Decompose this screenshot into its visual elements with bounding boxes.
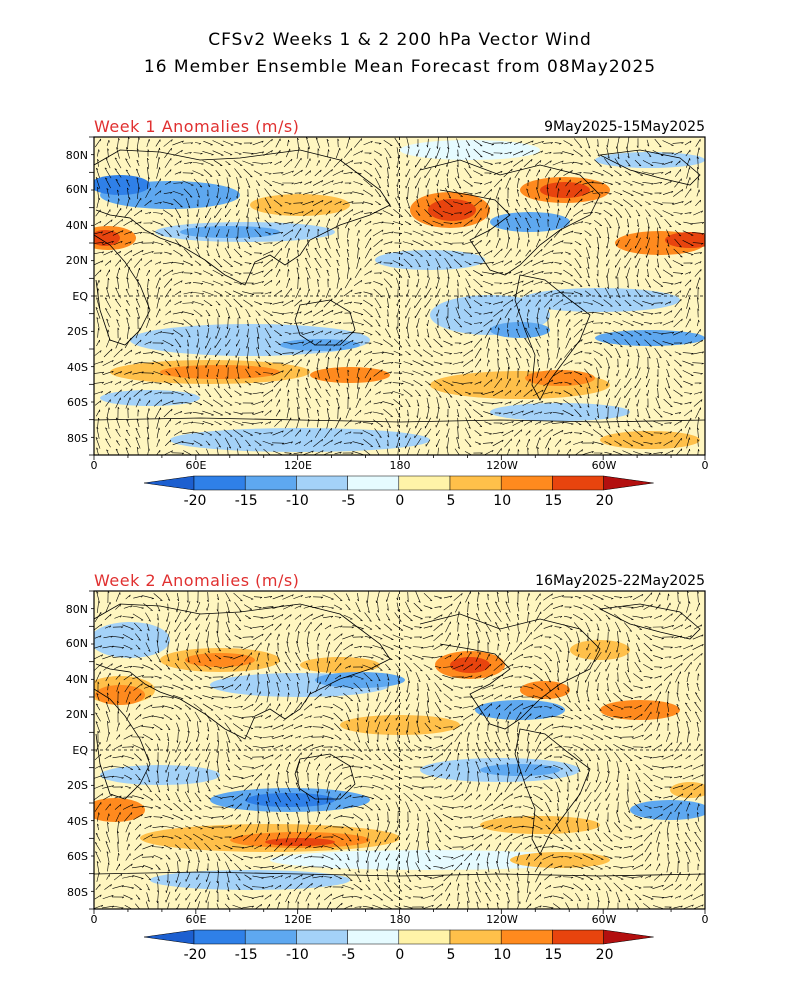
- lat-label: 80N: [66, 149, 88, 162]
- lon-label: 60W: [592, 459, 617, 472]
- colorbar-tick-label: -10: [286, 493, 309, 509]
- week2-axis-ticks: [89, 590, 706, 914]
- week2-lon-labels: 0 60E 120E 180 120W 60W 0: [91, 913, 709, 926]
- colorbar-segment: [552, 475, 604, 491]
- lon-label: 0: [91, 459, 98, 472]
- colorbar-tick-label: 5: [447, 947, 456, 963]
- colorbar-tick-label: 0: [395, 493, 404, 509]
- week2-panel-label: Week 2 Anomalies (m/s): [94, 571, 300, 590]
- colorbar-segment: [500, 475, 553, 491]
- lon-label: 180: [390, 459, 411, 472]
- week1-map-panel: 80N 60N 40N 20N EQ 20S 40S 60S 80S 0 60E…: [66, 136, 709, 472]
- week2-colorbar: -20 -15 -10 -5 0 5 10 15 20: [143, 929, 654, 963]
- week2-coastlines: [94, 603, 705, 877]
- colorbar-segment: [552, 929, 604, 945]
- lat-label: 20S: [67, 325, 88, 338]
- colorbar-segment: [449, 475, 502, 491]
- colorbar-segment: [347, 475, 400, 491]
- colorbar-tick-label: 20: [596, 493, 614, 509]
- colorbar-tick-label: -20: [184, 947, 207, 963]
- lat-label: 80S: [67, 886, 88, 899]
- colorbar-tick-label: -15: [235, 493, 258, 509]
- week1-lon-labels: 0 60E 120E 180 120W 60W 0: [91, 459, 709, 472]
- colorbar-tick-label: 15: [544, 493, 562, 509]
- colorbar-segment: [193, 929, 246, 945]
- lat-label: 60S: [67, 850, 88, 863]
- lat-label: EQ: [72, 744, 88, 757]
- lon-label: 180: [390, 913, 411, 926]
- lat-label: 20N: [66, 254, 88, 267]
- week1-panel-label: Week 1 Anomalies (m/s): [94, 117, 300, 136]
- colorbar-tick-label: -20: [184, 493, 207, 509]
- lat-label: 20S: [67, 779, 88, 792]
- lat-label: EQ: [72, 290, 88, 303]
- colorbar-tick-label: -15: [235, 947, 258, 963]
- week1-axis-ticks: [89, 136, 706, 460]
- colorbar-tick-label: 10: [493, 947, 511, 963]
- colorbar-arrow-low: [143, 929, 195, 945]
- lat-label: 40S: [67, 815, 88, 828]
- colorbar-arrow-low: [143, 475, 195, 491]
- colorbar-segment: [500, 929, 553, 945]
- colorbar-tick-label: 20: [596, 947, 614, 963]
- figure-title-line1: CFSv2 Weeks 1 & 2 200 hPa Vector Wind: [208, 30, 592, 50]
- colorbar-segment: [398, 929, 451, 945]
- colorbar-segment: [193, 475, 246, 491]
- week2-date-range: 16May2025-22May2025: [535, 573, 705, 589]
- lat-label: 40N: [66, 219, 88, 232]
- colorbar-segment: [398, 475, 451, 491]
- figure-title-line2: 16 Member Ensemble Mean Forecast from 08…: [143, 57, 657, 77]
- week2-anomaly-shading: [94, 622, 705, 890]
- lon-label: 120E: [284, 459, 312, 472]
- colorbar-segment: [296, 475, 348, 491]
- lon-label: 60E: [186, 459, 207, 472]
- lon-label: 120W: [486, 913, 518, 926]
- week1-wind-vectors: [94, 137, 705, 455]
- colorbar-segment: [244, 929, 297, 945]
- colorbar-segment: [296, 929, 348, 945]
- lat-label: 80N: [66, 603, 88, 616]
- week1-coastlines: [94, 149, 705, 423]
- lon-label: 0: [702, 913, 709, 926]
- lat-label: 20N: [66, 708, 88, 721]
- lat-label: 60N: [66, 637, 88, 650]
- lon-label: 0: [91, 913, 98, 926]
- colorbar-tick-label: -10: [286, 947, 309, 963]
- week2-lat-labels: 80N 60N 40N 20N EQ 20S 40S 60S 80S: [66, 603, 89, 899]
- lat-label: 60N: [66, 183, 88, 196]
- week1-colorbar: -20 -15 -10 -5 0 5 10 15 20: [143, 475, 654, 509]
- colorbar-segment: [449, 929, 502, 945]
- lon-label: 120E: [284, 913, 312, 926]
- colorbar-tick-label: -5: [342, 947, 356, 963]
- colorbar-tick-label: -5: [342, 493, 356, 509]
- colorbar-tick-label: 10: [493, 493, 511, 509]
- lat-label: 40S: [67, 361, 88, 374]
- colorbar-arrow-high: [603, 475, 654, 491]
- lon-label: 120W: [486, 459, 518, 472]
- colorbar-tick-label: 15: [544, 947, 562, 963]
- lat-label: 40N: [66, 673, 88, 686]
- lon-label: 60E: [186, 913, 207, 926]
- colorbar-arrow-high: [603, 929, 654, 945]
- colorbar-tick-label: 0: [395, 947, 404, 963]
- lat-label: 80S: [67, 432, 88, 445]
- colorbar-segment: [347, 929, 400, 945]
- week1-lat-labels: 80N 60N 40N 20N EQ 20S 40S 60S 80S: [66, 149, 89, 445]
- lat-label: 60S: [67, 396, 88, 409]
- colorbar-tick-label: 5: [447, 493, 456, 509]
- colorbar-segment: [244, 475, 297, 491]
- week1-date-range: 9May2025-15May2025: [544, 119, 705, 135]
- week2-map-panel: 80N 60N 40N 20N EQ 20S 40S 60S 80S 0 60E…: [66, 590, 709, 926]
- lon-label: 60W: [592, 913, 617, 926]
- lon-label: 0: [702, 459, 709, 472]
